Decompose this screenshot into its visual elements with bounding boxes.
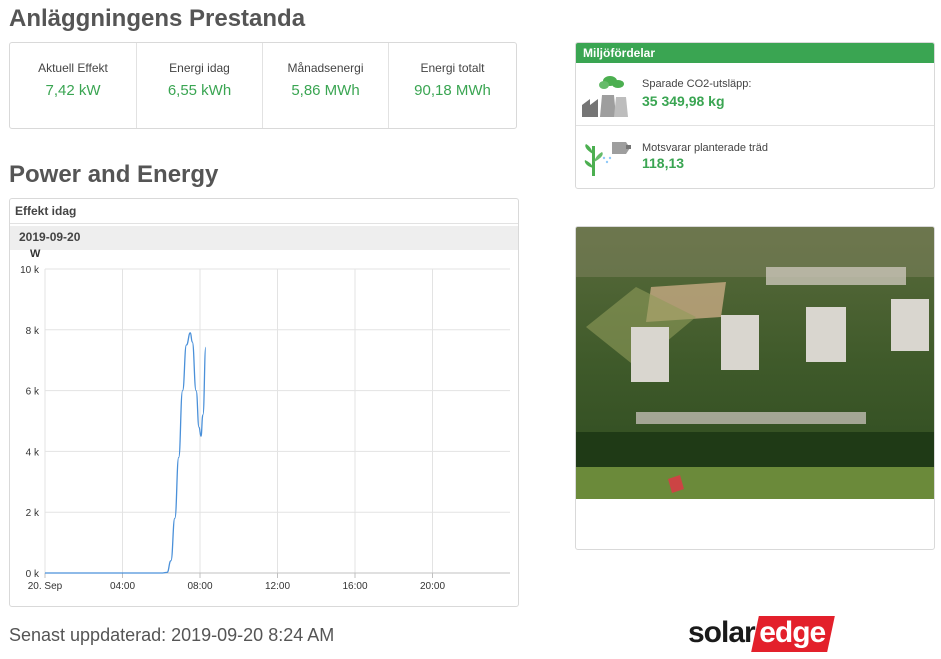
y-axis-label: W [30,248,41,260]
chart-date: 2019-09-20 [10,226,518,250]
kpi-label: Månadsenergi [287,61,364,75]
last-updated: Senast uppdaterad: 2019-09-20 8:24 AM [9,625,335,645]
co2-value: 35 349,98 kg [642,93,725,109]
kpi-current-power: Aktuell Effekt 7,42 kW [10,43,136,128]
logo-edge-text: edge [750,616,835,652]
y-tick-label: 0 k [26,569,40,580]
power-energy-title: Power and Energy [9,161,219,188]
tree-icon [584,142,631,176]
chart-panel: Effekt idag 2019-09-20 W 0 k 2 k 4 k 6 k 8 k 1… [9,198,519,607]
x-tick-label: 16:00 [342,581,367,592]
performance-title: Anläggningens Prestanda [9,5,306,32]
x-tick-label: 04:00 [110,581,135,592]
trees-label: Motsvarar planterade träd [642,142,768,154]
y-tick-label: 2 k [26,508,40,519]
kpi-panel: Aktuell Effekt 7,42 kW Energi idag 6,55 … [9,42,517,129]
kpi-value: 6,55 kWh [167,82,232,99]
trees-value: 118,13 [642,155,685,171]
y-tick-label: 4 k [26,447,40,458]
kpi-total-energy: Energi totalt 90,18 MWh [388,43,516,128]
solaredge-logo: solar edge [688,616,835,652]
kpi-value: 5,86 MWh [291,82,360,99]
kpi-label: Energi totalt [420,61,485,75]
factory-icon [582,76,628,117]
site-photo [576,227,934,499]
x-tick-label: 12:00 [265,581,290,592]
env-row-co2: Sparade CO2-utsläpp: 35 349,98 kg [576,63,934,125]
y-tick-label: 10 k [20,265,40,276]
kpi-label: Energi idag [169,61,230,75]
site-image-panel [575,226,935,550]
kpi-value: 90,18 MWh [414,82,491,99]
kpi-value: 7,42 kW [45,82,101,99]
chart-panel-title: Effekt idag [10,199,518,224]
co2-label: Sparade CO2-utsläpp: [642,78,752,90]
x-tick-label: 20. Sep [28,581,63,592]
y-tick-label: 8 k [26,326,40,337]
environment-title: Miljöfördelar [576,43,934,63]
env-row-trees: Motsvarar planterade träd 118,13 [576,125,934,188]
y-tick-label: 6 k [26,387,40,398]
logo-solar-text: solar [688,616,756,649]
power-series-line [45,332,207,574]
environment-panel: Miljöfördelar Sparade CO2-utsläpp: 35 34… [575,42,935,189]
kpi-month-energy: Månadsenergi 5,86 MWh [262,43,388,128]
kpi-label: Aktuell Effekt [38,61,108,75]
x-tick-label: 08:00 [187,581,212,592]
x-tick-label: 20:00 [420,581,445,592]
kpi-energy-today: Energi idag 6,55 kWh [136,43,262,128]
power-chart: W 0 k 2 k 4 k 6 k 8 k 10 k 20. Sep 04:00 08:00 12:… [20,248,510,592]
